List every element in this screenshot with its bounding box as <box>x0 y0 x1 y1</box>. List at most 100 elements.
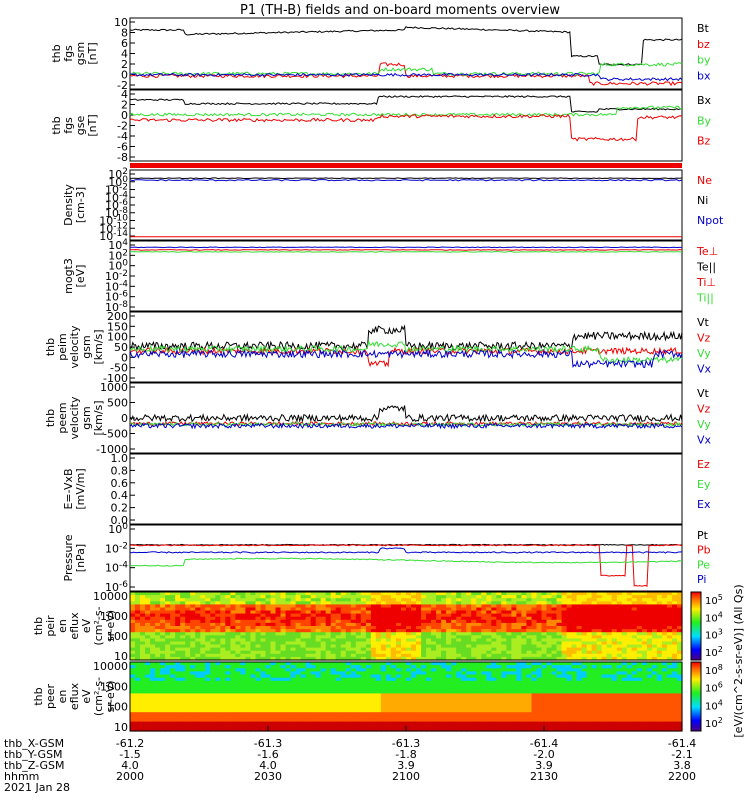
spectro-cell <box>220 601 226 605</box>
spectro-cell <box>561 641 568 646</box>
spectro-cell <box>406 613 412 618</box>
spectro-cell <box>516 632 522 636</box>
spectro-cell <box>255 699 262 704</box>
spectro-cell <box>355 727 362 732</box>
spectro-cell <box>586 592 593 596</box>
spectro-cell <box>275 665 282 669</box>
spectro-cell <box>606 644 613 649</box>
y-axis-label: mogt3 <box>62 258 75 294</box>
spectro-cell <box>280 647 287 652</box>
spectro-cell <box>606 709 613 713</box>
spectro-cell <box>265 635 272 639</box>
spectro-cell <box>526 699 532 704</box>
spectro-cell <box>551 699 558 704</box>
spectro-cell <box>180 693 186 698</box>
spectro-cell <box>305 699 312 704</box>
spectro-cell <box>456 715 462 719</box>
spectro-cell <box>235 626 241 630</box>
spectro-cell <box>180 696 186 701</box>
spectro-cell <box>150 727 156 732</box>
spectro-cell <box>165 690 171 694</box>
spectro-cell <box>476 690 482 694</box>
spectro-cell <box>340 632 347 636</box>
spectro-cell <box>446 619 452 624</box>
spectro-cell <box>486 680 492 685</box>
spectro-cell <box>416 705 422 710</box>
spectro-cell <box>506 622 512 627</box>
spectro-cell <box>601 638 608 643</box>
spectro-cell <box>330 632 337 636</box>
spectro-cell <box>561 604 568 609</box>
spectro-cell <box>330 721 337 726</box>
spectro-cell <box>496 619 502 624</box>
spectro-cell <box>285 626 292 630</box>
spectro-cell <box>210 638 216 643</box>
spectro-cell <box>496 665 502 669</box>
spectro-cell <box>230 693 236 698</box>
spectro-cell <box>571 619 578 624</box>
spectro-cell <box>370 644 377 649</box>
legend-pt: Pt <box>697 529 709 542</box>
spectro-cell <box>506 684 512 688</box>
spectro-cell <box>501 610 507 615</box>
spectro-cell <box>235 647 241 652</box>
spectro-cell <box>235 604 241 609</box>
spectro-cell <box>456 668 462 672</box>
spectro-cell <box>160 718 166 723</box>
spectro-cell <box>411 715 417 719</box>
spectro-cell <box>245 622 251 627</box>
spectro-cell <box>636 668 643 672</box>
spectro-cell <box>370 647 377 652</box>
spectro-cell <box>165 727 171 732</box>
spectro-cell <box>541 662 548 666</box>
spectro-cell <box>411 662 417 666</box>
spectro-cell <box>666 616 673 621</box>
spectro-cell <box>596 626 603 630</box>
spectro-cell <box>320 712 327 716</box>
spectro-cell <box>165 702 171 707</box>
spectro-cell <box>310 592 317 596</box>
spectro-cell <box>601 690 608 694</box>
spectro-cell <box>526 647 532 652</box>
spectro-cell <box>551 641 558 646</box>
spectro-cell <box>310 626 317 630</box>
spectro-cell <box>320 715 327 719</box>
spectro-cell <box>616 592 623 596</box>
spectro-cell <box>315 595 322 599</box>
spectro-cell <box>235 721 241 726</box>
spectro-cell <box>631 724 638 729</box>
spectro-cell <box>566 699 573 704</box>
spectro-cell <box>210 647 216 652</box>
spectro-cell <box>145 696 151 701</box>
spectro-cell <box>255 665 262 669</box>
spectro-cell <box>546 601 553 605</box>
spectro-cell <box>486 684 492 688</box>
spectro-cell <box>210 629 216 633</box>
spectro-cell <box>521 650 527 655</box>
spectro-cell <box>235 610 241 615</box>
spectro-cell <box>641 656 648 661</box>
spectro-cell <box>310 727 317 732</box>
spectro-cell <box>441 592 447 596</box>
spectro-cell <box>370 607 377 612</box>
spectro-cell <box>446 684 452 688</box>
spectro-cell <box>165 712 171 716</box>
spectro-cell <box>546 712 553 716</box>
spectro-cell <box>646 601 653 605</box>
spectro-cell <box>230 622 236 627</box>
spectro-cell <box>672 632 678 636</box>
spectro-cell <box>531 684 538 688</box>
spectro-cell <box>626 699 633 704</box>
spectro-cell <box>476 604 482 609</box>
spectro-cell <box>576 684 583 688</box>
spectro-cell <box>481 601 487 605</box>
spectro-cell <box>305 674 312 679</box>
spectro-cell <box>551 607 558 612</box>
spectro-cell <box>496 622 502 627</box>
spectro-cell <box>406 727 412 732</box>
spectro-cell <box>215 622 221 627</box>
spectro-cell <box>190 632 196 636</box>
spectro-cell <box>380 619 387 624</box>
spectro-cell <box>200 601 206 605</box>
